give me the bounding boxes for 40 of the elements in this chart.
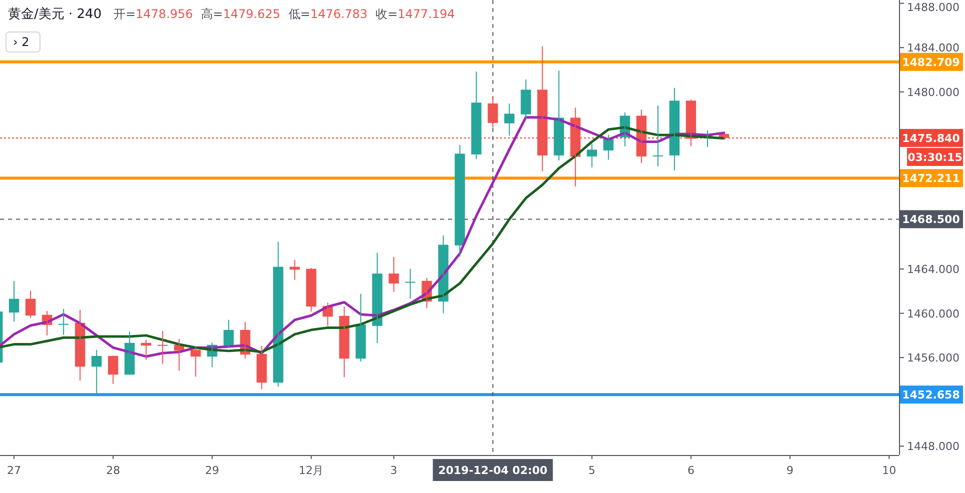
- y-tick-label: 1480.000: [907, 86, 960, 99]
- candlestick: [586, 143, 598, 168]
- ref-line-label: 1452.658: [902, 388, 960, 402]
- x-tick-label: 9: [786, 464, 794, 477]
- y-tick-label: 1464.000: [907, 263, 960, 276]
- candlestick: [388, 256, 399, 292]
- ref-line-label: 1468.500: [902, 213, 960, 226]
- text: 黄金/美元 · 240: [8, 6, 102, 22]
- x-tick-label: 2019-12-04 02:00: [438, 464, 548, 477]
- x-tick-label: 27: [7, 464, 22, 477]
- y-tick-label: 1484.000: [907, 42, 960, 55]
- x-tick-label: 12月: [298, 464, 324, 477]
- y-tick-label: 1456.000: [907, 352, 960, 365]
- ref-line-label: 1475.840: [902, 132, 960, 145]
- x-tick-label: 5: [588, 464, 596, 477]
- x-tick-label: 28: [106, 464, 120, 477]
- annotation: 高=1479.625: [200, 7, 280, 21]
- candlestick: [405, 268, 416, 300]
- candlestick: [306, 267, 316, 312]
- x-tick-label: 6: [687, 464, 694, 477]
- annotation: 低=1476.783: [288, 7, 368, 21]
- y-tick-label: 1448.000: [907, 440, 960, 454]
- text: 03:30:15: [908, 150, 962, 164]
- y-tick-label: 1460.000: [907, 307, 960, 320]
- annotation: 开=1478.956: [114, 7, 193, 21]
- annotation: › 2: [13, 35, 30, 49]
- y-tick-label: 1488.000: [907, 1, 960, 14]
- x-tick-label: 3: [390, 464, 398, 477]
- ref-line-label: 1482.709: [902, 56, 960, 69]
- candlestick: [356, 293, 366, 362]
- ref-line-label: 1472.211: [902, 172, 960, 186]
- annotation: 收=1477.194: [376, 7, 455, 21]
- candlestick: [488, 96, 498, 128]
- candlestick: [454, 144, 465, 258]
- x-tick-label: 29: [205, 464, 220, 477]
- candlestick: [520, 79, 531, 120]
- candlestick: [256, 345, 267, 390]
- candlestick: [471, 71, 482, 160]
- candlestick: [504, 103, 514, 136]
- x-tick-label: 10: [882, 464, 896, 477]
